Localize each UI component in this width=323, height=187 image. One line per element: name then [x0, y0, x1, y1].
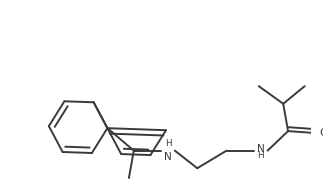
Text: N: N	[164, 152, 172, 162]
Text: O: O	[319, 128, 323, 138]
Text: H: H	[165, 139, 171, 148]
Text: H: H	[257, 151, 264, 160]
Text: N: N	[257, 144, 265, 154]
